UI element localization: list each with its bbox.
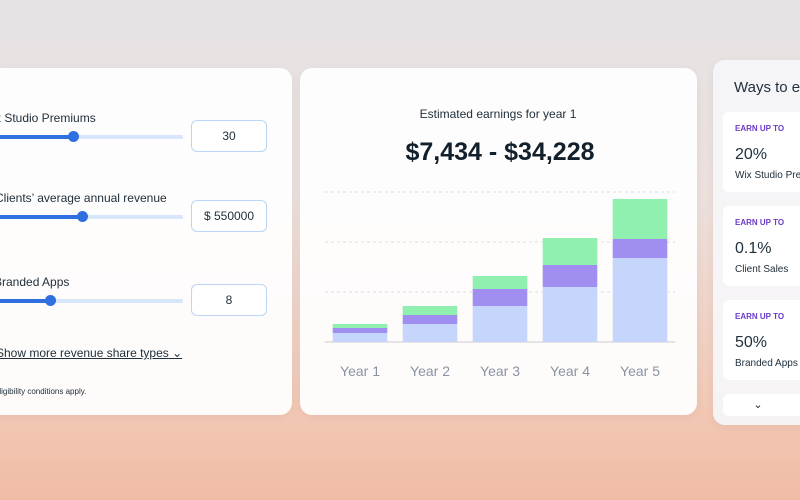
bar-segment: [332, 333, 388, 342]
card-value: 50%: [735, 334, 768, 351]
x-tick-label: Year 2: [410, 363, 450, 379]
chart-panel: Estimated earnings for year 1 $7,434 - $…: [300, 68, 697, 415]
x-tick-label: Year 3: [480, 363, 520, 379]
input[interactable]: 8: [191, 284, 267, 316]
x-tick-label: Year 1: [340, 363, 380, 379]
card[interactable]: EARN UP TO 20% Wix Studio Premiums: [723, 112, 800, 192]
panel-title: Ways to earn: [734, 79, 800, 96]
bar-segment: [472, 289, 528, 306]
card-kicker: EARN UP TO: [735, 124, 785, 133]
bar-segment: [402, 306, 458, 315]
bar-segment: [332, 324, 388, 328]
slider[interactable]: [0, 211, 183, 222]
card-kicker: EARN UP TO: [735, 312, 785, 321]
slider[interactable]: [0, 295, 183, 306]
slider[interactable]: [0, 131, 183, 142]
bar-segment: [332, 328, 388, 333]
card-value: 0.1%: [735, 240, 772, 257]
card-kicker: EARN UP TO: [735, 218, 785, 227]
calculator-panel: Wix Studio Premiums 30 Clients’ average …: [0, 68, 292, 415]
expand-button[interactable]: ⌄: [723, 394, 800, 416]
bar-segment: [402, 324, 458, 342]
card[interactable]: EARN UP TO 50% Branded Apps: [723, 300, 800, 380]
bar-segment: [472, 306, 528, 342]
slider-label: Branded Apps: [0, 275, 70, 289]
bar-segment: [542, 265, 598, 287]
bar-segment: [612, 258, 668, 342]
card[interactable]: EARN UP TO 0.1% Client Sales: [723, 206, 800, 286]
slider-label: Clients’ average annual revenue: [0, 191, 167, 205]
bar-segment: [472, 276, 528, 289]
bar-segment: [612, 239, 668, 258]
x-tick-label: Year 5: [620, 363, 660, 379]
card-label: Wix Studio Premiums: [735, 170, 800, 181]
bar-segment: [612, 199, 668, 239]
ways-panel: Ways to earn EARN UP TO 20% Wix Studio Pre…: [713, 60, 800, 425]
x-tick-label: Year 4: [550, 363, 590, 379]
chart: Estimated earnings for year 1 $7,434 - $…: [325, 107, 675, 379]
bar-segment: [402, 315, 458, 324]
slider-label: Wix Studio Premiums: [0, 111, 96, 125]
link[interactable]: Show more revenue share types ⌄: [0, 346, 182, 360]
input[interactable]: 30: [191, 120, 267, 152]
card-label: Branded Apps: [735, 358, 798, 369]
link-text[interactable]: Show more revenue share types: [0, 346, 169, 360]
chart-title: Estimated earnings for year 1: [420, 107, 577, 121]
card-label: Client Sales: [735, 264, 789, 275]
chart-subtitle: $7,434 - $34,228: [405, 138, 594, 166]
bar-segment: [542, 238, 598, 265]
input[interactable]: $ 550000: [191, 200, 267, 232]
bar-segment: [542, 287, 598, 342]
card-value: 20%: [735, 146, 768, 163]
note: Eligibility conditions apply.: [0, 387, 87, 396]
